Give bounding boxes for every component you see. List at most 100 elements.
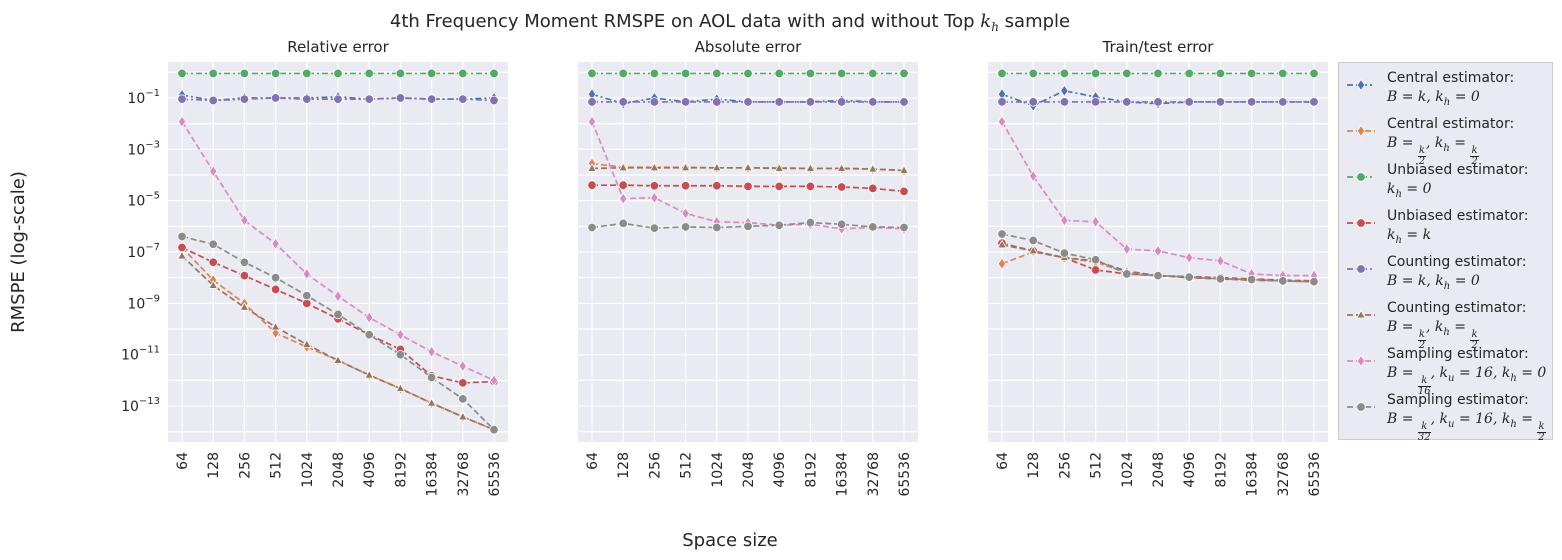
data-point [1309, 97, 1319, 107]
data-point [805, 181, 816, 192]
data-point [774, 68, 784, 79]
x-axis-label: Space size [682, 530, 777, 551]
x-tick-label: 32768 [456, 452, 472, 497]
panel-2: Absolute error 64 128 256 512 1024 2048 4096 819… [578, 38, 918, 497]
series-6 [177, 250, 499, 434]
data-point [997, 68, 1007, 79]
x-tick-label: 2048 [331, 452, 347, 488]
data-point [618, 218, 628, 229]
data-point [1246, 68, 1257, 79]
series-8 [177, 231, 499, 435]
x-tick-label: 65536 [487, 452, 503, 497]
series-8 [587, 217, 909, 233]
data-point [1153, 270, 1163, 281]
data-point [1059, 97, 1070, 107]
data-point [271, 326, 280, 340]
y-tick-label: 10−1 [127, 88, 160, 107]
data-point [333, 289, 343, 303]
data-point [618, 180, 628, 190]
data-point [302, 267, 312, 281]
legend-item: Central estimator: B = k, kh = 0 [1339, 69, 1552, 113]
data-point [681, 207, 690, 220]
series-7 [177, 115, 499, 387]
data-point [1090, 68, 1101, 79]
x-tick-label: 8192 [393, 452, 409, 488]
data-point [489, 95, 499, 106]
data-point [426, 68, 437, 79]
legend-item: Unbiased estimator: kh = 0 [1339, 161, 1552, 205]
data-point [680, 181, 691, 191]
legend-swatch [1347, 78, 1375, 92]
x-tick-label: 64 [175, 452, 191, 470]
x-tick-label: 128 [206, 452, 222, 479]
data-point [997, 115, 1007, 128]
x-tick-label: 4096 [1182, 452, 1198, 488]
series-3 [177, 68, 499, 79]
series-line [1001, 89, 1314, 107]
data-point [1028, 235, 1038, 246]
data-point [1028, 97, 1038, 107]
data-point [1122, 242, 1132, 256]
data-point [177, 94, 187, 104]
y-tick-label: 10−11 [121, 345, 160, 364]
data-point [899, 97, 909, 107]
x-tick-label: 1024 [710, 452, 726, 488]
data-point [489, 424, 499, 435]
legend-label-line1: Central estimator: [1387, 116, 1515, 132]
legend-label: Sampling estimator: B = k 16, ku = 16, kh … [1387, 345, 1546, 397]
data-point [271, 237, 280, 250]
series-5 [587, 97, 909, 107]
legend-label-line1: Counting estimator: [1387, 300, 1527, 316]
data-point [333, 68, 343, 79]
data-point [618, 68, 628, 79]
y-tick-label: 10−9 [127, 293, 160, 312]
data-point [1153, 244, 1163, 258]
data-point [302, 94, 312, 104]
legend-marker [1356, 402, 1366, 412]
panel-title: Train/test error [1102, 38, 1215, 56]
data-point [426, 397, 437, 407]
legend-label-line1: Sampling estimator: [1387, 346, 1529, 362]
data-point [587, 180, 597, 190]
data-point [1028, 68, 1038, 79]
data-point [1060, 84, 1069, 97]
data-point [1278, 68, 1288, 79]
series-8 [997, 229, 1319, 287]
data-point [1153, 97, 1163, 107]
x-tick-label: 512 [1089, 452, 1105, 479]
data-point [1246, 274, 1257, 285]
legend-label-line2: B = k, kh = 0 [1387, 89, 1480, 108]
data-point [208, 68, 218, 79]
data-point [997, 97, 1007, 107]
data-point [395, 350, 406, 360]
data-point [712, 181, 722, 191]
data-point [1059, 248, 1070, 258]
data-point [177, 231, 187, 242]
data-point [618, 192, 628, 205]
x-tick-label: 8192 [1213, 452, 1229, 488]
data-point [364, 68, 374, 79]
legend-label-line1: Unbiased estimator: [1387, 162, 1529, 178]
series-5 [997, 97, 1319, 107]
data-point [836, 163, 847, 172]
legend-swatch [1347, 354, 1375, 368]
legend: Central estimator: B = k, kh = 0 Central e… [1338, 62, 1553, 443]
data-point [867, 163, 878, 173]
legend-marker [1356, 218, 1366, 228]
x-tick-label: 128 [1026, 452, 1042, 479]
data-point [1090, 265, 1101, 275]
series-7 [997, 115, 1319, 282]
data-point [364, 94, 374, 104]
data-point [427, 345, 436, 358]
data-point [712, 97, 722, 107]
x-tick-label: 64 [585, 452, 601, 470]
data-point [333, 309, 343, 320]
data-point [805, 68, 816, 79]
data-point [1028, 169, 1038, 183]
x-tick-label: 128 [616, 452, 632, 479]
data-point [208, 257, 218, 267]
